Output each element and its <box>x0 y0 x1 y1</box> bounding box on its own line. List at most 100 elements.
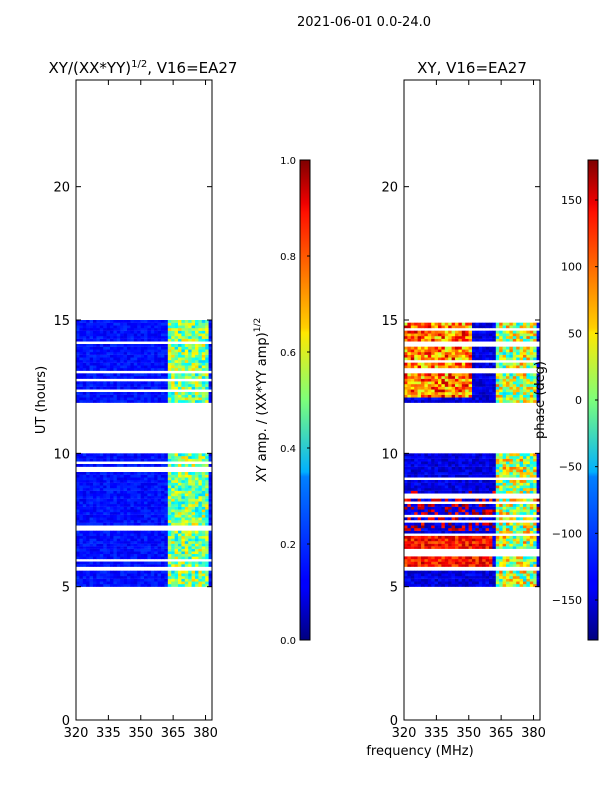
heatmap-cell <box>523 546 527 549</box>
heatmap-cell <box>519 376 524 379</box>
heatmap-cell <box>99 546 104 549</box>
heatmap-cell <box>512 472 517 475</box>
heatmap-cell <box>489 581 493 585</box>
heatmap-cell <box>137 496 141 499</box>
heatmap-cell <box>174 456 179 459</box>
heatmap-cell <box>451 558 456 562</box>
heatmap-cell <box>96 373 101 377</box>
heatmap-cell <box>414 400 418 403</box>
heatmap-cell <box>458 509 463 513</box>
heatmap-cell <box>161 488 165 491</box>
heatmap-cell <box>431 482 435 486</box>
heatmap-cell <box>533 581 537 585</box>
heatmap-cell <box>157 330 162 334</box>
heatmap-cell <box>113 564 118 567</box>
heatmap-cell <box>482 472 486 475</box>
heatmap-cell <box>421 373 425 377</box>
heatmap-cell <box>195 541 199 544</box>
heatmap-cell <box>407 512 412 515</box>
heatmap-cell <box>188 456 192 459</box>
heatmap-cell <box>110 376 114 379</box>
heatmap-cell <box>89 352 94 355</box>
heatmap-cell <box>410 389 415 393</box>
heatmap-cell <box>130 570 135 574</box>
heatmap-cell <box>404 469 408 473</box>
heatmap-cell <box>184 553 189 557</box>
heatmap-cell <box>502 512 507 515</box>
heatmap-cell <box>495 373 500 377</box>
heatmap-cell <box>79 501 84 505</box>
heatmap-cell <box>410 578 415 582</box>
heatmap-cell <box>157 553 162 557</box>
heatmap-cell <box>451 535 456 539</box>
heatmap-cell <box>441 581 446 585</box>
heatmap-cell <box>103 548 107 552</box>
heatmap-cell <box>89 346 94 350</box>
heatmap-cell <box>441 512 446 515</box>
heatmap-cell <box>123 509 128 513</box>
heatmap-cell <box>526 461 531 465</box>
heatmap-cell <box>86 360 90 363</box>
heatmap-cell <box>526 522 531 526</box>
heatmap-cell <box>523 564 527 567</box>
heatmap-cell <box>407 386 412 390</box>
heatmap-cell <box>93 381 97 385</box>
heatmap-cell <box>485 373 490 377</box>
heatmap-cell <box>181 496 186 499</box>
heatmap-cell <box>205 456 209 459</box>
heatmap-cell <box>86 357 90 361</box>
heatmap-cell <box>191 564 196 567</box>
heatmap-cell <box>93 325 97 329</box>
heatmap-cell <box>184 474 189 478</box>
heatmap-cell <box>485 458 490 462</box>
heatmap-cell <box>76 520 80 523</box>
heatmap-cell <box>472 578 476 582</box>
heatmap-cell <box>116 517 121 521</box>
heatmap-cell <box>438 373 442 377</box>
heatmap-cell <box>417 558 422 562</box>
heatmap-cell <box>414 517 418 521</box>
heatmap-cell <box>181 344 186 347</box>
heatmap-cell <box>441 458 446 462</box>
heatmap-cell <box>89 464 94 467</box>
heatmap-cell <box>171 556 175 560</box>
heatmap-cell <box>410 530 415 534</box>
heatmap-cell <box>205 453 209 457</box>
heatmap-cell <box>178 354 182 358</box>
heatmap-cell <box>512 561 517 565</box>
heatmap-cell <box>444 498 449 502</box>
heatmap-cell <box>154 543 158 547</box>
heatmap-cell <box>130 490 135 494</box>
heatmap-cell <box>495 378 500 382</box>
heatmap-cell <box>161 352 165 355</box>
heatmap-cell <box>427 389 432 393</box>
heatmap-cell <box>174 392 179 395</box>
heatmap-cell <box>161 573 165 577</box>
heatmap-cell <box>181 584 186 587</box>
heatmap-cell <box>499 556 503 560</box>
heatmap-cell <box>482 576 486 579</box>
heatmap-cell <box>444 517 449 521</box>
heatmap-cell <box>150 338 155 342</box>
heatmap-cell <box>116 354 121 358</box>
heatmap-cell <box>536 512 540 515</box>
heatmap-cell <box>410 573 415 577</box>
heatmap-cell <box>421 504 425 507</box>
heatmap-cell <box>465 381 469 385</box>
heatmap-cell <box>472 530 476 534</box>
heatmap-cell <box>536 522 540 526</box>
heatmap-cell <box>82 530 87 534</box>
heatmap-cell <box>444 474 449 478</box>
heatmap-cell <box>533 456 537 459</box>
heatmap-cell <box>130 512 135 515</box>
heatmap-cell <box>407 466 412 470</box>
heatmap-cell <box>509 522 514 526</box>
heatmap-cell <box>489 525 493 529</box>
heatmap-cell <box>89 453 94 457</box>
heatmap-cell <box>499 498 503 502</box>
heatmap-cell <box>444 488 449 491</box>
heatmap-cell <box>171 322 175 326</box>
heatmap-cell <box>89 501 94 505</box>
heatmap-cell <box>171 386 175 390</box>
heatmap-cell <box>448 578 452 582</box>
